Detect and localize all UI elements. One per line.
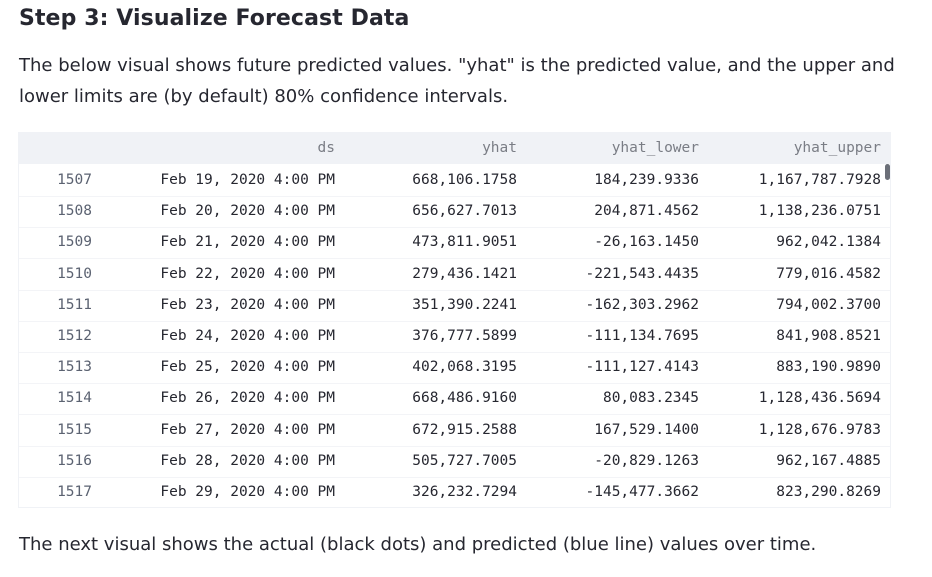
table-scrollbar[interactable] bbox=[885, 164, 890, 180]
cell-yhat-upper: 962,042.1384 bbox=[776, 234, 881, 251]
cell-yhat: 505,727.7005 bbox=[412, 452, 517, 469]
cell-ds: Feb 27, 2020 4:00 PM bbox=[160, 421, 335, 438]
cell-yhat-upper: 962,167.4885 bbox=[776, 452, 881, 469]
row-index: 1517 bbox=[57, 484, 92, 500]
cell-yhat-upper: 823,290.8269 bbox=[776, 484, 881, 500]
header-index bbox=[19, 133, 92, 164]
table-row[interactable]: 1511 Feb 23, 2020 4:00 PM 351,390.2241 -162… bbox=[19, 290, 890, 322]
cell-yhat-lower: -162,303.2962 bbox=[585, 296, 700, 313]
row-index: 1512 bbox=[57, 328, 92, 344]
cell-yhat-lower: -26,163.1450 bbox=[594, 234, 699, 251]
cell-yhat: 473,811.9051 bbox=[412, 234, 517, 251]
cell-yhat: 279,436.1421 bbox=[412, 265, 517, 282]
cell-yhat-lower: -145,477.3662 bbox=[585, 484, 700, 500]
cell-yhat-lower: -221,543.4435 bbox=[585, 265, 700, 282]
description-line-1: The below visual shows future predicted … bbox=[19, 55, 895, 76]
row-index: 1514 bbox=[57, 390, 92, 407]
cell-ds: Feb 21, 2020 4:00 PM bbox=[160, 234, 335, 251]
cell-yhat-lower: 167,529.1400 bbox=[594, 421, 699, 438]
cell-yhat: 672,915.2588 bbox=[412, 421, 517, 438]
table-row[interactable]: 1512 Feb 24, 2020 4:00 PM 376,777.5899 -111… bbox=[19, 321, 890, 353]
row-index: 1508 bbox=[57, 203, 92, 220]
cell-yhat-upper: 841,908.8521 bbox=[776, 328, 881, 344]
cell-ds: Feb 28, 2020 4:00 PM bbox=[160, 452, 335, 469]
header-yhat[interactable]: yhat bbox=[482, 140, 517, 156]
cell-yhat: 351,390.2241 bbox=[412, 296, 517, 313]
cell-yhat-lower: -111,134.7695 bbox=[585, 328, 700, 344]
table-row[interactable]: 1515 Feb 27, 2020 4:00 PM 672,915.2588 167,… bbox=[19, 415, 890, 447]
cell-ds: Feb 25, 2020 4:00 PM bbox=[160, 359, 335, 376]
cell-yhat: 656,627.7013 bbox=[412, 203, 517, 220]
row-index: 1511 bbox=[57, 296, 92, 313]
section-heading: Step 3: Visualize Forecast Data bbox=[19, 6, 410, 31]
cell-yhat-upper: 1,167,787.7928 bbox=[758, 172, 881, 188]
header-yhat-lower[interactable]: yhat_lower bbox=[611, 140, 699, 156]
cell-yhat-lower: 184,239.9336 bbox=[594, 172, 699, 188]
cell-ds: Feb 23, 2020 4:00 PM bbox=[160, 296, 335, 313]
cell-yhat-upper: 1,138,236.0751 bbox=[758, 203, 881, 220]
row-index: 1509 bbox=[57, 234, 92, 251]
cell-yhat-upper: 1,128,676.9783 bbox=[758, 421, 881, 438]
description-paragraph: The below visual shows future predicted … bbox=[19, 50, 899, 112]
cell-yhat-lower: 204,871.4562 bbox=[594, 203, 699, 220]
table-row[interactable]: 1514 Feb 26, 2020 4:00 PM 668,486.9160 80,0… bbox=[19, 383, 890, 416]
table-row[interactable]: 1509 Feb 21, 2020 4:00 PM 473,811.9051 -26,… bbox=[19, 227, 890, 260]
cell-yhat-upper: 883,190.9890 bbox=[776, 359, 881, 376]
row-index: 1510 bbox=[57, 265, 92, 282]
cell-ds: Feb 24, 2020 4:00 PM bbox=[160, 328, 335, 344]
table-row[interactable]: 1513 Feb 25, 2020 4:00 PM 402,068.3195 -111… bbox=[19, 352, 890, 385]
row-index: 1515 bbox=[57, 421, 92, 438]
cell-yhat-upper: 1,128,436.5694 bbox=[758, 390, 881, 407]
table-row[interactable]: 1507 Feb 19, 2020 4:00 PM 668,106.1758 184,… bbox=[19, 165, 890, 197]
table-header-row: ds yhat yhat_lower yhat_upper bbox=[19, 133, 890, 164]
cell-ds: Feb 19, 2020 4:00 PM bbox=[160, 172, 335, 188]
next-visual-description: The next visual shows the actual (black … bbox=[19, 534, 817, 555]
cell-ds: Feb 29, 2020 4:00 PM bbox=[160, 484, 335, 500]
cell-yhat: 326,232.7294 bbox=[412, 484, 517, 500]
cell-yhat-lower: 80,083.2345 bbox=[602, 390, 699, 407]
row-index: 1513 bbox=[57, 359, 92, 376]
cell-yhat-lower: -111,127.4143 bbox=[585, 359, 700, 376]
cell-yhat-lower: -20,829.1263 bbox=[594, 452, 699, 469]
cell-yhat-upper: 794,002.3700 bbox=[776, 296, 881, 313]
cell-yhat-upper: 779,016.4582 bbox=[776, 265, 881, 282]
cell-ds: Feb 20, 2020 4:00 PM bbox=[160, 203, 335, 220]
cell-yhat: 668,486.9160 bbox=[412, 390, 517, 407]
forecast-dataframe[interactable]: ds yhat yhat_lower yhat_upper 1507 Feb 19… bbox=[18, 132, 891, 508]
row-index: 1507 bbox=[57, 172, 92, 188]
cell-ds: Feb 26, 2020 4:00 PM bbox=[160, 390, 335, 407]
header-yhat-upper[interactable]: yhat_upper bbox=[793, 140, 881, 156]
table-row[interactable]: 1508 Feb 20, 2020 4:00 PM 656,627.7013 204,… bbox=[19, 196, 890, 229]
table-row[interactable]: 1516 Feb 28, 2020 4:00 PM 505,727.7005 -20,… bbox=[19, 446, 890, 478]
cell-yhat: 668,106.1758 bbox=[412, 172, 517, 188]
description-line-2: lower limits are (by default) 80% confid… bbox=[19, 86, 509, 107]
header-ds[interactable]: ds bbox=[317, 140, 335, 156]
table-row[interactable]: 1517 Feb 29, 2020 4:00 PM 326,232.7294 -145… bbox=[19, 477, 890, 507]
row-index: 1516 bbox=[57, 452, 92, 469]
table-row[interactable]: 1510 Feb 22, 2020 4:00 PM 279,436.1421 -221… bbox=[19, 259, 890, 291]
cell-yhat: 376,777.5899 bbox=[412, 328, 517, 344]
cell-yhat: 402,068.3195 bbox=[412, 359, 517, 376]
cell-ds: Feb 22, 2020 4:00 PM bbox=[160, 265, 335, 282]
